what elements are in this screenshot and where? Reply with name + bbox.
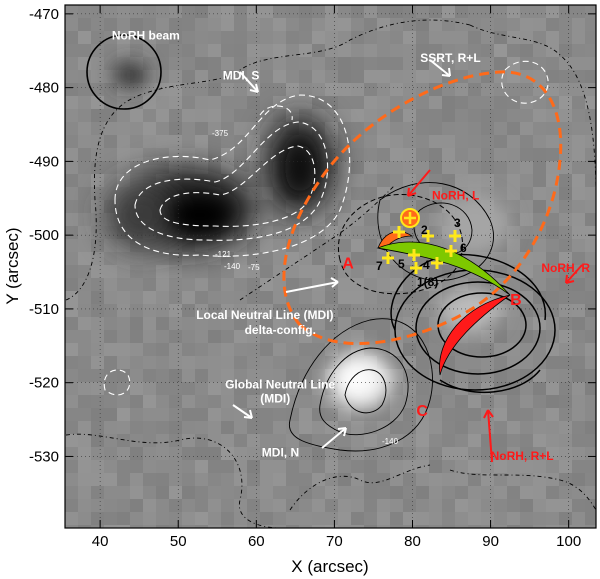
annotation-arrows bbox=[232, 59, 583, 463]
x-axis: 40 50 60 70 80 90 100 bbox=[92, 5, 581, 550]
annotation-norh_beam: NoRH beam bbox=[112, 29, 180, 43]
loop-label-b: B bbox=[510, 292, 522, 309]
flare-marker bbox=[393, 226, 405, 238]
loop-label-c: C bbox=[416, 403, 428, 420]
loop-label-a: A bbox=[342, 255, 354, 272]
marker-number: 4 bbox=[423, 258, 430, 272]
contour-labels: -375 -121 -140 -140 -75 bbox=[212, 129, 399, 446]
marker-number: 1(8) bbox=[417, 275, 438, 289]
y-tick-label: -480 bbox=[29, 80, 59, 97]
annotation-ssrt: SSRT, R+L bbox=[420, 51, 480, 65]
plot-frame bbox=[64, 4, 597, 529]
annotation-local_nl_1: Local Neutral Line (MDI) bbox=[196, 308, 333, 322]
flare-marker bbox=[431, 257, 443, 269]
annotation-global_nl_2: (MDI) bbox=[260, 392, 290, 406]
annotation-norh_l: NoRH, L bbox=[432, 189, 479, 203]
y-axis: -470 -480 -490 -500 -510 -520 -530 bbox=[29, 6, 596, 465]
contour-label: -75 bbox=[248, 263, 260, 272]
marker-number: 7 bbox=[376, 259, 383, 273]
flare-marker bbox=[408, 249, 420, 261]
flare-marker bbox=[445, 245, 457, 257]
contour-label: -140 bbox=[224, 262, 241, 271]
marker-number: 2 bbox=[421, 223, 428, 237]
x-tick-label: 100 bbox=[556, 533, 581, 550]
red-loop bbox=[439, 294, 511, 376]
x-tick-label: 90 bbox=[482, 533, 499, 550]
contour-label: -140 bbox=[382, 437, 399, 446]
x-tick-label: 50 bbox=[170, 533, 187, 550]
flare-marker bbox=[422, 230, 434, 242]
loop-labels: A B C bbox=[342, 255, 521, 420]
norh-l-contours bbox=[338, 193, 464, 295]
annotation-global_nl_1: Global Neutral Line bbox=[225, 378, 335, 392]
y-tick-label: -500 bbox=[29, 227, 59, 244]
marker-number: 6 bbox=[460, 241, 467, 255]
grid-lines bbox=[65, 5, 596, 528]
y-axis-title: Y (arcsec) bbox=[3, 227, 22, 304]
annotation-mdi_n: MDI, N bbox=[262, 445, 299, 459]
x-tick-label: 70 bbox=[326, 533, 343, 550]
flare-marker bbox=[382, 252, 394, 264]
neutral-line-contours bbox=[65, 19, 596, 528]
contour-label: -375 bbox=[212, 129, 229, 138]
y-tick-label: -530 bbox=[29, 448, 59, 465]
y-tick-label: -470 bbox=[29, 6, 59, 23]
x-axis-title: X (arcsec) bbox=[291, 557, 368, 576]
annotation-norh_rl: NoRH, R+L bbox=[491, 449, 554, 463]
mdi-magnetogram bbox=[65, 5, 596, 528]
hxr-source bbox=[400, 208, 420, 228]
flare-markers: 1(8) 2 3 4 5 6 7 bbox=[376, 216, 467, 289]
flare-marker bbox=[449, 230, 461, 242]
x-tick-label: 60 bbox=[248, 533, 265, 550]
marker-number: 3 bbox=[454, 216, 461, 230]
mdi-south-contours bbox=[103, 60, 549, 396]
norh-beam-circle bbox=[86, 34, 162, 110]
x-tick-label: 80 bbox=[404, 533, 421, 550]
marker-number: 5 bbox=[398, 257, 405, 271]
y-tick-label: -510 bbox=[29, 301, 59, 318]
y-tick-label: -520 bbox=[29, 375, 59, 392]
x-tick-label: 40 bbox=[92, 533, 109, 550]
flare-marker bbox=[410, 262, 422, 274]
contour-label: -121 bbox=[215, 250, 232, 259]
annotation-norh_r: NoRH, R bbox=[541, 261, 590, 275]
annotations: NoRH beam MDI, S SSRT, R+L NoRH, L NoRH, R Lo… bbox=[112, 29, 590, 463]
annotation-local_nl_2: delta-config. bbox=[245, 323, 316, 337]
annotation-mdi_s: MDI, S bbox=[223, 69, 260, 83]
y-tick-label: -490 bbox=[29, 153, 59, 170]
